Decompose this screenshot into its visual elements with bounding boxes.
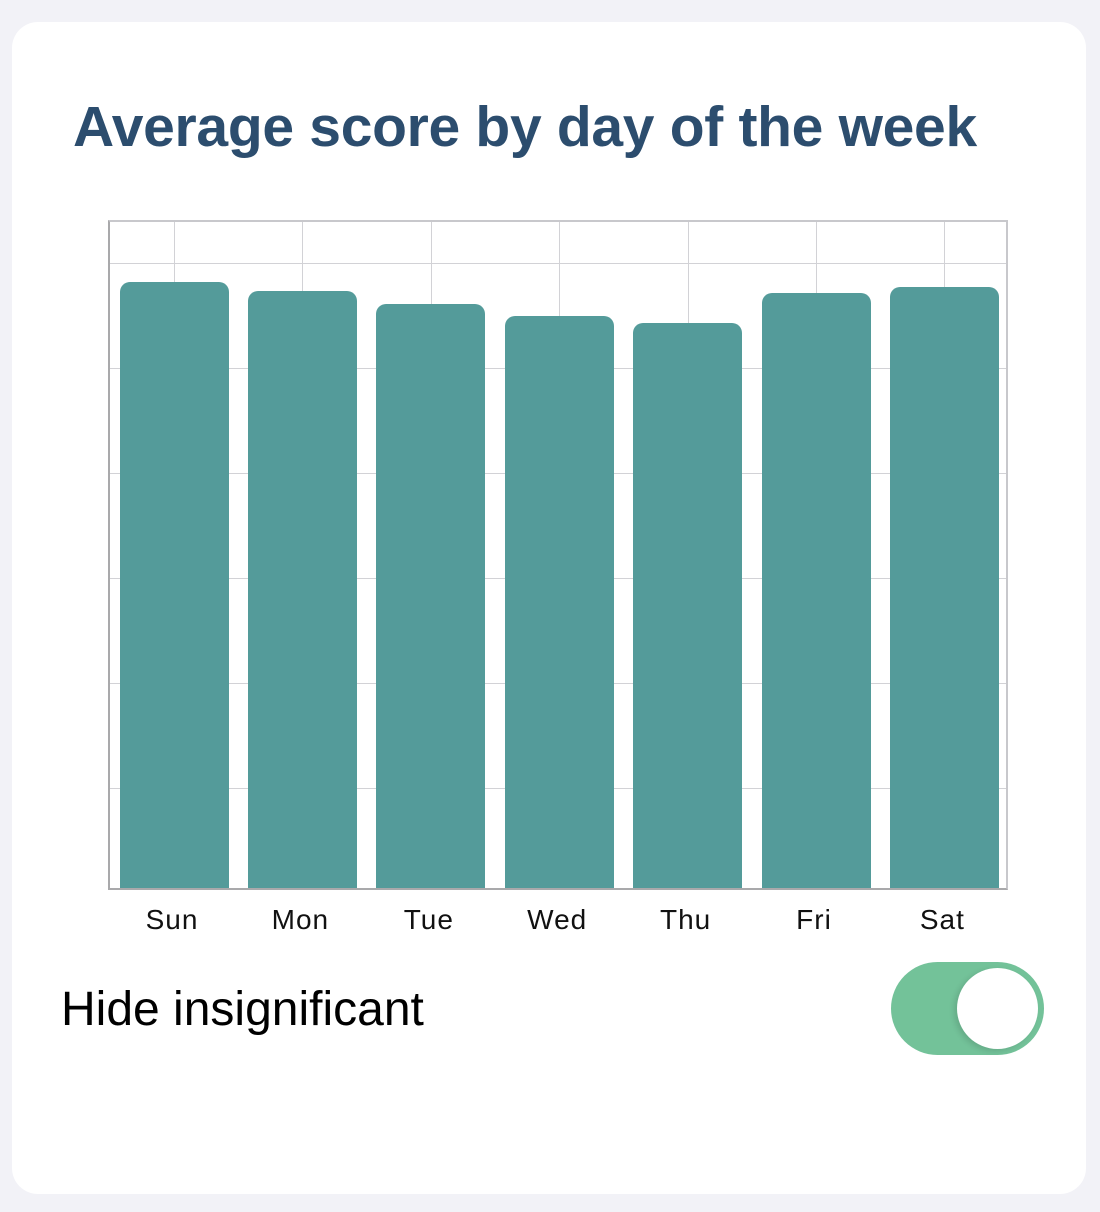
horizontal-gridline (110, 263, 1006, 264)
bar-chart-plot-area (108, 220, 1008, 890)
x-label-fri: Fri (796, 904, 832, 935)
bar-sat[interactable] (889, 286, 999, 888)
x-label-mon: Mon (271, 904, 330, 935)
bar-thu[interactable] (633, 322, 743, 888)
bar-mon[interactable] (247, 290, 357, 888)
x-label-tue: Tue (403, 904, 454, 935)
bar-sun[interactable] (119, 282, 229, 888)
hide-insignificant-toggle[interactable] (891, 962, 1044, 1055)
x-label-thu: Thu (659, 904, 712, 935)
toggle-knob[interactable] (957, 968, 1038, 1049)
chart-title: Average score by day of the week (73, 95, 977, 159)
x-label-sat: Sat (919, 904, 965, 935)
hide-insignificant-label: Hide insignificant (61, 983, 424, 1036)
bar-fri[interactable] (761, 293, 871, 888)
x-label-wed: Wed (527, 904, 588, 935)
bar-wed[interactable] (504, 315, 614, 888)
bar-tue[interactable] (376, 303, 486, 888)
x-label-sun: Sun (145, 904, 199, 935)
